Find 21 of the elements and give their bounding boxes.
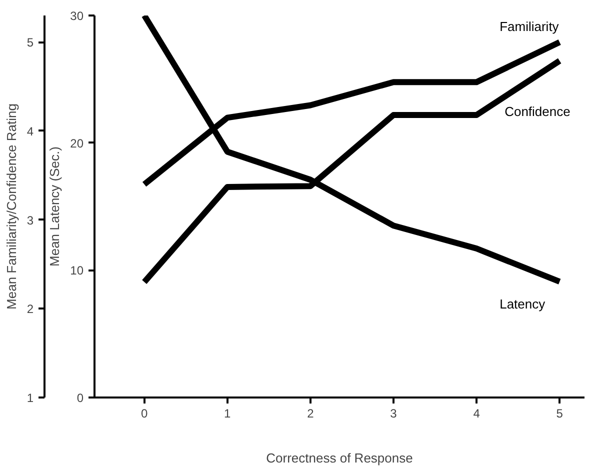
y-tick-label: 0: [76, 391, 84, 405]
x-tick-label: 3: [390, 406, 398, 420]
x-tick-label: 4: [473, 406, 480, 420]
x-tick-label: 5: [556, 406, 564, 420]
y-tick-label: 20: [70, 136, 84, 150]
x-tick-label: 0: [140, 406, 148, 420]
y2-tick-label: 5: [26, 36, 34, 50]
series-label: Confidence: [504, 104, 570, 119]
series-label: Familiarity: [500, 19, 560, 34]
y2-tick-label: 3: [26, 213, 34, 228]
x-tick-label: 1: [224, 406, 232, 420]
x-axis-title: Correctness of Response: [266, 450, 413, 466]
x-tick-label: 2: [307, 406, 314, 420]
y2-tick-label: 1: [26, 391, 34, 405]
series-label: Latency: [500, 296, 546, 312]
y2-tick-label: 4: [26, 124, 34, 138]
y-tick-label: 30: [70, 9, 84, 23]
y2-axis-title: Mean Familiarity/Confidence Rating: [4, 104, 19, 310]
y-axis-title: Mean Latency (Sec.): [47, 146, 62, 266]
y-tick-label: 10: [70, 264, 84, 278]
y2-tick-label: 2: [26, 302, 34, 316]
